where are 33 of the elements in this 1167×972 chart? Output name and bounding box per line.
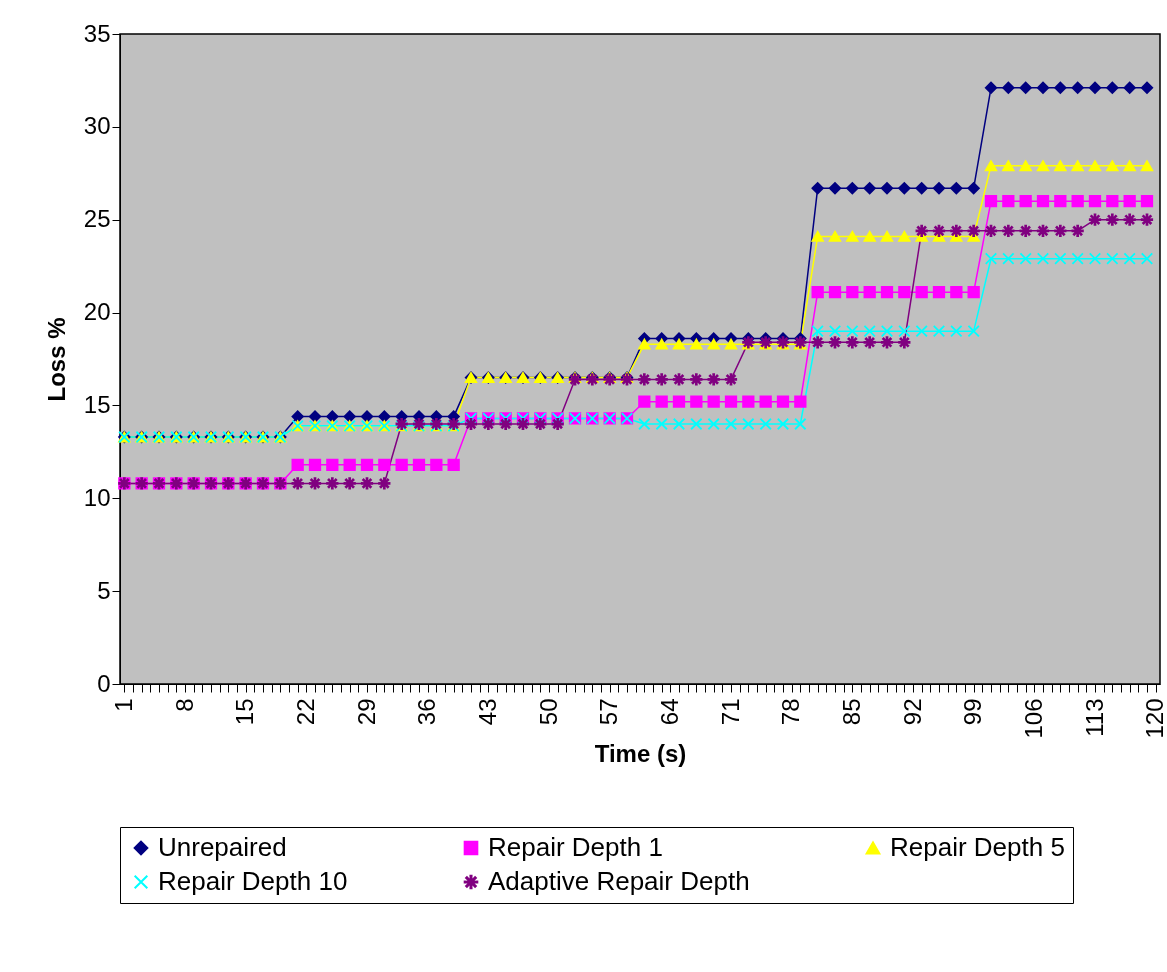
x-tick-label: 1 — [109, 698, 137, 712]
x-tick-label: 29 — [352, 698, 380, 726]
legend-label: Repair Depth 1 — [488, 832, 663, 862]
y-tick-label: 5 — [97, 576, 111, 604]
legend-label: Adaptive Repair Depth — [488, 866, 750, 896]
x-tick-label: 8 — [170, 698, 198, 712]
x-tick-label: 99 — [959, 698, 987, 726]
x-axis-title: Time (s) — [594, 739, 687, 767]
x-tick-label: 106 — [1019, 698, 1047, 739]
x-tick-label: 57 — [595, 698, 623, 726]
x-tick-label: 50 — [534, 698, 562, 726]
y-tick-label: 25 — [83, 205, 111, 233]
legend-label: Repair Depth 5 — [890, 832, 1065, 862]
x-tick-label: 43 — [473, 698, 501, 726]
x-tick-label: 92 — [898, 698, 926, 726]
y-tick-label: 10 — [83, 483, 111, 511]
y-tick-label: 30 — [83, 112, 111, 140]
y-tick-label: 35 — [83, 19, 111, 47]
x-tick-label: 85 — [837, 698, 865, 726]
y-axis-title: Loss % — [42, 317, 70, 402]
x-tick-label: 113 — [1080, 698, 1108, 737]
x-tick-label: 71 — [716, 698, 744, 726]
legend-label: Unrepaired — [158, 832, 287, 862]
legend-label: Repair Depth 10 — [158, 866, 348, 896]
x-tick-label: 120 — [1141, 698, 1167, 739]
x-tick-label: 22 — [291, 698, 319, 726]
y-tick-label: 15 — [83, 390, 111, 418]
x-tick-label: 64 — [655, 698, 683, 726]
y-tick-label: 0 — [97, 669, 111, 697]
x-tick-label: 36 — [413, 698, 441, 726]
x-tick-label: 15 — [231, 698, 259, 726]
x-tick-label: 78 — [777, 698, 805, 726]
y-tick-label: 20 — [83, 298, 111, 326]
